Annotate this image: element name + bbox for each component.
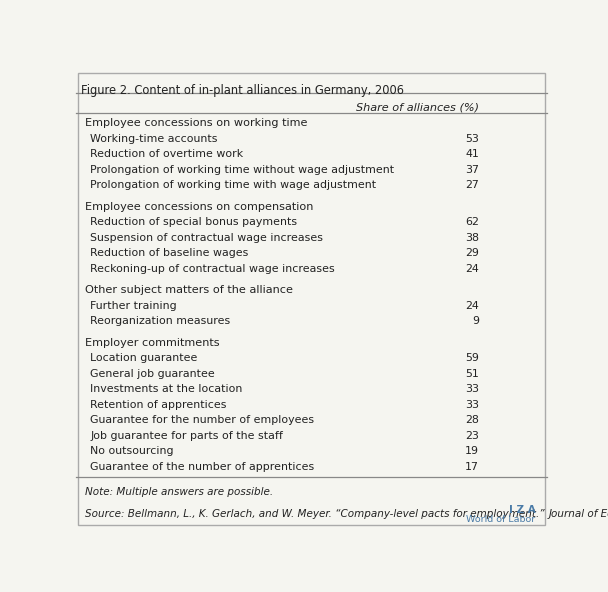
- Text: General job guarantee: General job guarantee: [90, 369, 215, 379]
- Text: 38: 38: [465, 233, 479, 243]
- Text: 9: 9: [472, 316, 479, 326]
- Text: 19: 19: [465, 446, 479, 456]
- Text: Note: Multiple answers are possible.: Note: Multiple answers are possible.: [85, 487, 274, 497]
- Text: Further training: Further training: [90, 301, 177, 311]
- Text: Working-time accounts: Working-time accounts: [90, 134, 218, 144]
- Text: 37: 37: [465, 165, 479, 175]
- Text: Reduction of overtime work: Reduction of overtime work: [90, 149, 243, 159]
- Text: Employer commitments: Employer commitments: [85, 338, 220, 348]
- Text: 51: 51: [465, 369, 479, 379]
- Text: Location guarantee: Location guarantee: [90, 353, 198, 363]
- Text: 33: 33: [465, 384, 479, 394]
- Text: Share of alliances (%): Share of alliances (%): [356, 102, 479, 112]
- Text: Source: Bellmann, L., K. Gerlach, and W. Meyer. “Company-level pacts for employm: Source: Bellmann, L., K. Gerlach, and W.…: [85, 510, 548, 519]
- Text: Reduction of special bonus payments: Reduction of special bonus payments: [90, 217, 297, 227]
- Text: Job guarantee for parts of the staff: Job guarantee for parts of the staff: [90, 431, 283, 441]
- Text: Prolongation of working time without wage adjustment: Prolongation of working time without wag…: [90, 165, 394, 175]
- Text: Prolongation of working time with wage adjustment: Prolongation of working time with wage a…: [90, 180, 376, 190]
- Text: Reorganization measures: Reorganization measures: [90, 316, 230, 326]
- Text: Retention of apprentices: Retention of apprentices: [90, 400, 227, 410]
- Text: 23: 23: [465, 431, 479, 441]
- Text: 53: 53: [465, 134, 479, 144]
- Text: 27: 27: [465, 180, 479, 190]
- Text: Reduction of baseline wages: Reduction of baseline wages: [90, 248, 249, 258]
- Text: 17: 17: [465, 462, 479, 472]
- Text: World of Labor: World of Labor: [466, 516, 536, 525]
- Text: Journal of Economics and Statistics: Journal of Economics and Statistics: [548, 510, 608, 519]
- Text: Guarantee for the number of employees: Guarantee for the number of employees: [90, 416, 314, 426]
- Text: I Z A: I Z A: [509, 505, 536, 515]
- Text: Employee concessions on working time: Employee concessions on working time: [85, 118, 308, 128]
- Text: 24: 24: [465, 301, 479, 311]
- Text: 29: 29: [465, 248, 479, 258]
- Text: Guarantee of the number of apprentices: Guarantee of the number of apprentices: [90, 462, 314, 472]
- Text: 24: 24: [465, 264, 479, 274]
- Text: 59: 59: [465, 353, 479, 363]
- Text: 28: 28: [465, 416, 479, 426]
- Text: Other subject matters of the alliance: Other subject matters of the alliance: [85, 285, 294, 295]
- Text: Suspension of contractual wage increases: Suspension of contractual wage increases: [90, 233, 323, 243]
- Text: 62: 62: [465, 217, 479, 227]
- Text: Reckoning-up of contractual wage increases: Reckoning-up of contractual wage increas…: [90, 264, 335, 274]
- Text: Employee concessions on compensation: Employee concessions on compensation: [85, 202, 314, 212]
- Text: Investments at the location: Investments at the location: [90, 384, 243, 394]
- Text: 33: 33: [465, 400, 479, 410]
- Text: No outsourcing: No outsourcing: [90, 446, 174, 456]
- Text: 41: 41: [465, 149, 479, 159]
- Text: Figure 2. Content of in-plant alliances in Germany, 2006: Figure 2. Content of in-plant alliances …: [81, 84, 404, 97]
